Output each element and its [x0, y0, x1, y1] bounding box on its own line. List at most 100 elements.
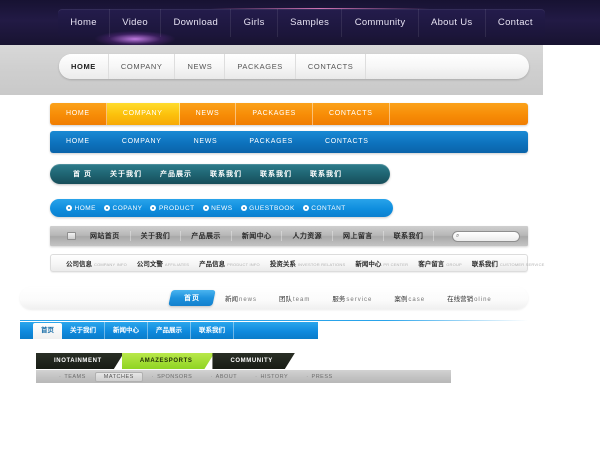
dark-nav-item-1[interactable]: Video [110, 9, 162, 37]
pill-nav-cn-4: 在线营销 [447, 296, 474, 303]
sports-subitem-3[interactable]: · ABOUT [201, 374, 246, 380]
dark-nav-item-6[interactable]: About Us [419, 9, 486, 37]
sports-subitem-0[interactable]: · TEAMS [50, 374, 95, 380]
search-input[interactable]: ⌕ [452, 230, 520, 242]
pill-nav-cn-3: 案例 [394, 296, 408, 303]
dark-nav-item-5[interactable]: Community [342, 9, 419, 37]
dark-nav-item-2[interactable]: Download [161, 9, 232, 37]
grey-nav-item-6[interactable]: 联系我们 [384, 231, 435, 241]
teal-nav-item-4[interactable]: 联系我们 [259, 171, 292, 178]
bullet-icon: · [210, 373, 213, 380]
radio-nav-item-0[interactable]: HOME [62, 205, 100, 212]
blue-nav-item-2[interactable]: NEWS [193, 138, 218, 145]
pill-nav-item-3[interactable]: 案例 case [383, 293, 436, 303]
sports-subitem-label-2: SPONSORS [157, 373, 193, 380]
bilingual-nav-en-5: GROUP [446, 262, 462, 267]
sports-subitem-2[interactable]: · SPONSORS [143, 374, 202, 380]
white-pill-item-4[interactable]: CONTACTS [296, 54, 367, 79]
white-pill-item-0[interactable]: HOME [59, 54, 109, 79]
sports-subitem-5[interactable]: · PRESS [297, 374, 342, 380]
grey-nav-item-5[interactable]: 网上留言 [333, 231, 384, 241]
bilingual-nav-en-0: COMPANY INFO [94, 262, 127, 267]
radio-icon [104, 205, 110, 211]
bilingual-nav-item-2[interactable]: 产品信息 PRODUCT INFO [194, 258, 265, 268]
grey-nav-item-2[interactable]: 产品展示 [181, 231, 232, 241]
bilingual-nav-cn-2: 产品信息 [199, 261, 226, 268]
teal-nav-item-0[interactable]: 首 页 [73, 171, 92, 178]
pill-nav-en-1: team [293, 297, 311, 303]
blue-nav-item-3[interactable]: PACKAGES [249, 138, 294, 145]
sports-tabs: INOTAINMENT AMAZESPORTS COMMUNITY [36, 353, 293, 369]
teal-nav-item-3[interactable]: 联系我们 [209, 171, 242, 178]
orange-navigation-bar: HOME COMPANY NEWS PACKAGES CONTACTS [50, 103, 528, 125]
blue-tab-item-4[interactable]: 联系我们 [191, 322, 234, 339]
white-pill-item-3[interactable]: PACKAGES [225, 54, 296, 79]
sports-subitem-label-5: PRESS [311, 373, 333, 380]
pill-nav-item-0[interactable]: 新闻 news [214, 293, 268, 303]
radio-nav-item-3[interactable]: NEWS [199, 205, 237, 212]
pill-nav-item-2[interactable]: 服务 service [321, 293, 383, 303]
sports-subitem-4[interactable]: · HISTORY [246, 374, 297, 380]
radio-icon [302, 205, 309, 211]
orange-nav-item-2[interactable]: NEWS [180, 103, 237, 125]
teal-nav-item-5[interactable]: 联系我们 [309, 171, 342, 178]
radio-nav-item-1[interactable]: COPANY [100, 205, 146, 212]
pill-navigation-bar: 首页 新闻 news 团队 team 服务 service 案例 case 在线营销 oline [20, 287, 528, 309]
blue-tab-item-1[interactable]: 关于我们 [62, 322, 105, 339]
dark-nav-item-4[interactable]: Samples [278, 9, 343, 37]
blue-nav-item-1[interactable]: COMPANY [121, 138, 162, 145]
pill-nav-item-1[interactable]: 团队 team [268, 293, 321, 303]
bullet-icon: · [255, 373, 258, 380]
blue-tab-item-3[interactable]: 产品展示 [148, 322, 191, 339]
white-pill-navigation: HOME COMPANY NEWS PACKAGES CONTACTS [59, 54, 529, 79]
home-icon[interactable] [67, 232, 76, 240]
grey-nav-item-3[interactable]: 新闻中心 [232, 231, 283, 241]
white-pill-item-2[interactable]: NEWS [175, 54, 226, 79]
bilingual-nav-item-3[interactable]: 投资关系 INVESTOR RELATIONS [265, 258, 350, 268]
teal-nav-item-1[interactable]: 关于我们 [109, 171, 142, 178]
dark-nav-items: Home Video Download Girls Samples Community Ab… [58, 9, 545, 37]
bilingual-nav-en-4: PR CENTER [383, 262, 409, 267]
radio-nav-item-2[interactable]: PRODUCT [146, 205, 198, 212]
blue-nav-item-4[interactable]: CONTACTS [325, 138, 369, 145]
teal-nav-item-2[interactable]: 产品展示 [159, 171, 192, 178]
grey-nav-item-4[interactable]: 人力资源 [282, 231, 334, 241]
blue-nav-item-0[interactable]: HOME [66, 138, 90, 145]
orange-nav-item-1[interactable]: COMPANY [106, 103, 180, 125]
orange-nav-item-4[interactable]: CONTACTS [313, 103, 390, 125]
bilingual-nav-item-1[interactable]: 公司文警 AFFILIATES [132, 258, 194, 268]
dark-nav-item-3[interactable]: Girls [231, 9, 278, 37]
radio-icon [202, 205, 209, 211]
sports-tab-1[interactable]: AMAZESPORTS [122, 353, 215, 369]
white-pill-item-1[interactable]: COMPANY [109, 54, 176, 79]
sports-subitem-label-1: MATCHES [103, 373, 134, 380]
dark-nav-item-7[interactable]: Contact [497, 17, 533, 28]
blue-tab-item-2[interactable]: 新闻中心 [105, 322, 148, 339]
blue-tab-item-0[interactable]: 首页 [33, 323, 62, 339]
orange-nav-item-0[interactable]: HOME [50, 103, 107, 125]
orange-nav-item-3[interactable]: PACKAGES [236, 103, 314, 125]
bilingual-nav-item-5[interactable]: 客户留言 GROUP [413, 258, 467, 268]
grey-nav-item-0[interactable]: 网站首页 [80, 231, 131, 241]
grey-nav-item-1[interactable]: 关于我们 [131, 231, 182, 241]
white-pill-filler [366, 54, 529, 79]
radio-nav-label-4: GUESTBOOK [249, 204, 295, 212]
bilingual-nav-item-6[interactable]: 联系我们 CUSTOMER SERVICE [467, 258, 550, 268]
bilingual-nav-item-0[interactable]: 公司信息 COMPANY INFO [61, 258, 132, 268]
sports-tab-2[interactable]: COMMUNITY [212, 353, 294, 369]
pill-nav-active-tab[interactable]: 首页 [168, 290, 216, 306]
pill-nav-en-0: news [239, 297, 258, 303]
pill-nav-item-4[interactable]: 在线营销 oline [436, 293, 503, 303]
radio-nav-item-5[interactable]: CONTANT [299, 205, 350, 212]
bilingual-nav-cn-4: 新闻中心 [355, 261, 382, 268]
radio-nav-label-0: HOME [74, 204, 96, 212]
radio-navigation-bar: HOME COPANY PRODUCT NEWS GUESTBOOK CONTANT [50, 199, 393, 217]
radio-icon [66, 205, 72, 211]
dark-nav-item-0[interactable]: Home [58, 9, 111, 37]
bullet-icon: · [59, 373, 62, 380]
radio-nav-item-4[interactable]: GUESTBOOK [237, 205, 299, 212]
sports-tab-0[interactable]: INOTAINMENT [36, 353, 124, 369]
pill-nav-cn-2: 服务 [332, 296, 346, 303]
sports-subitem-1[interactable]: MATCHES [94, 371, 143, 382]
bilingual-nav-item-4[interactable]: 新闻中心 PR CENTER [350, 258, 413, 268]
